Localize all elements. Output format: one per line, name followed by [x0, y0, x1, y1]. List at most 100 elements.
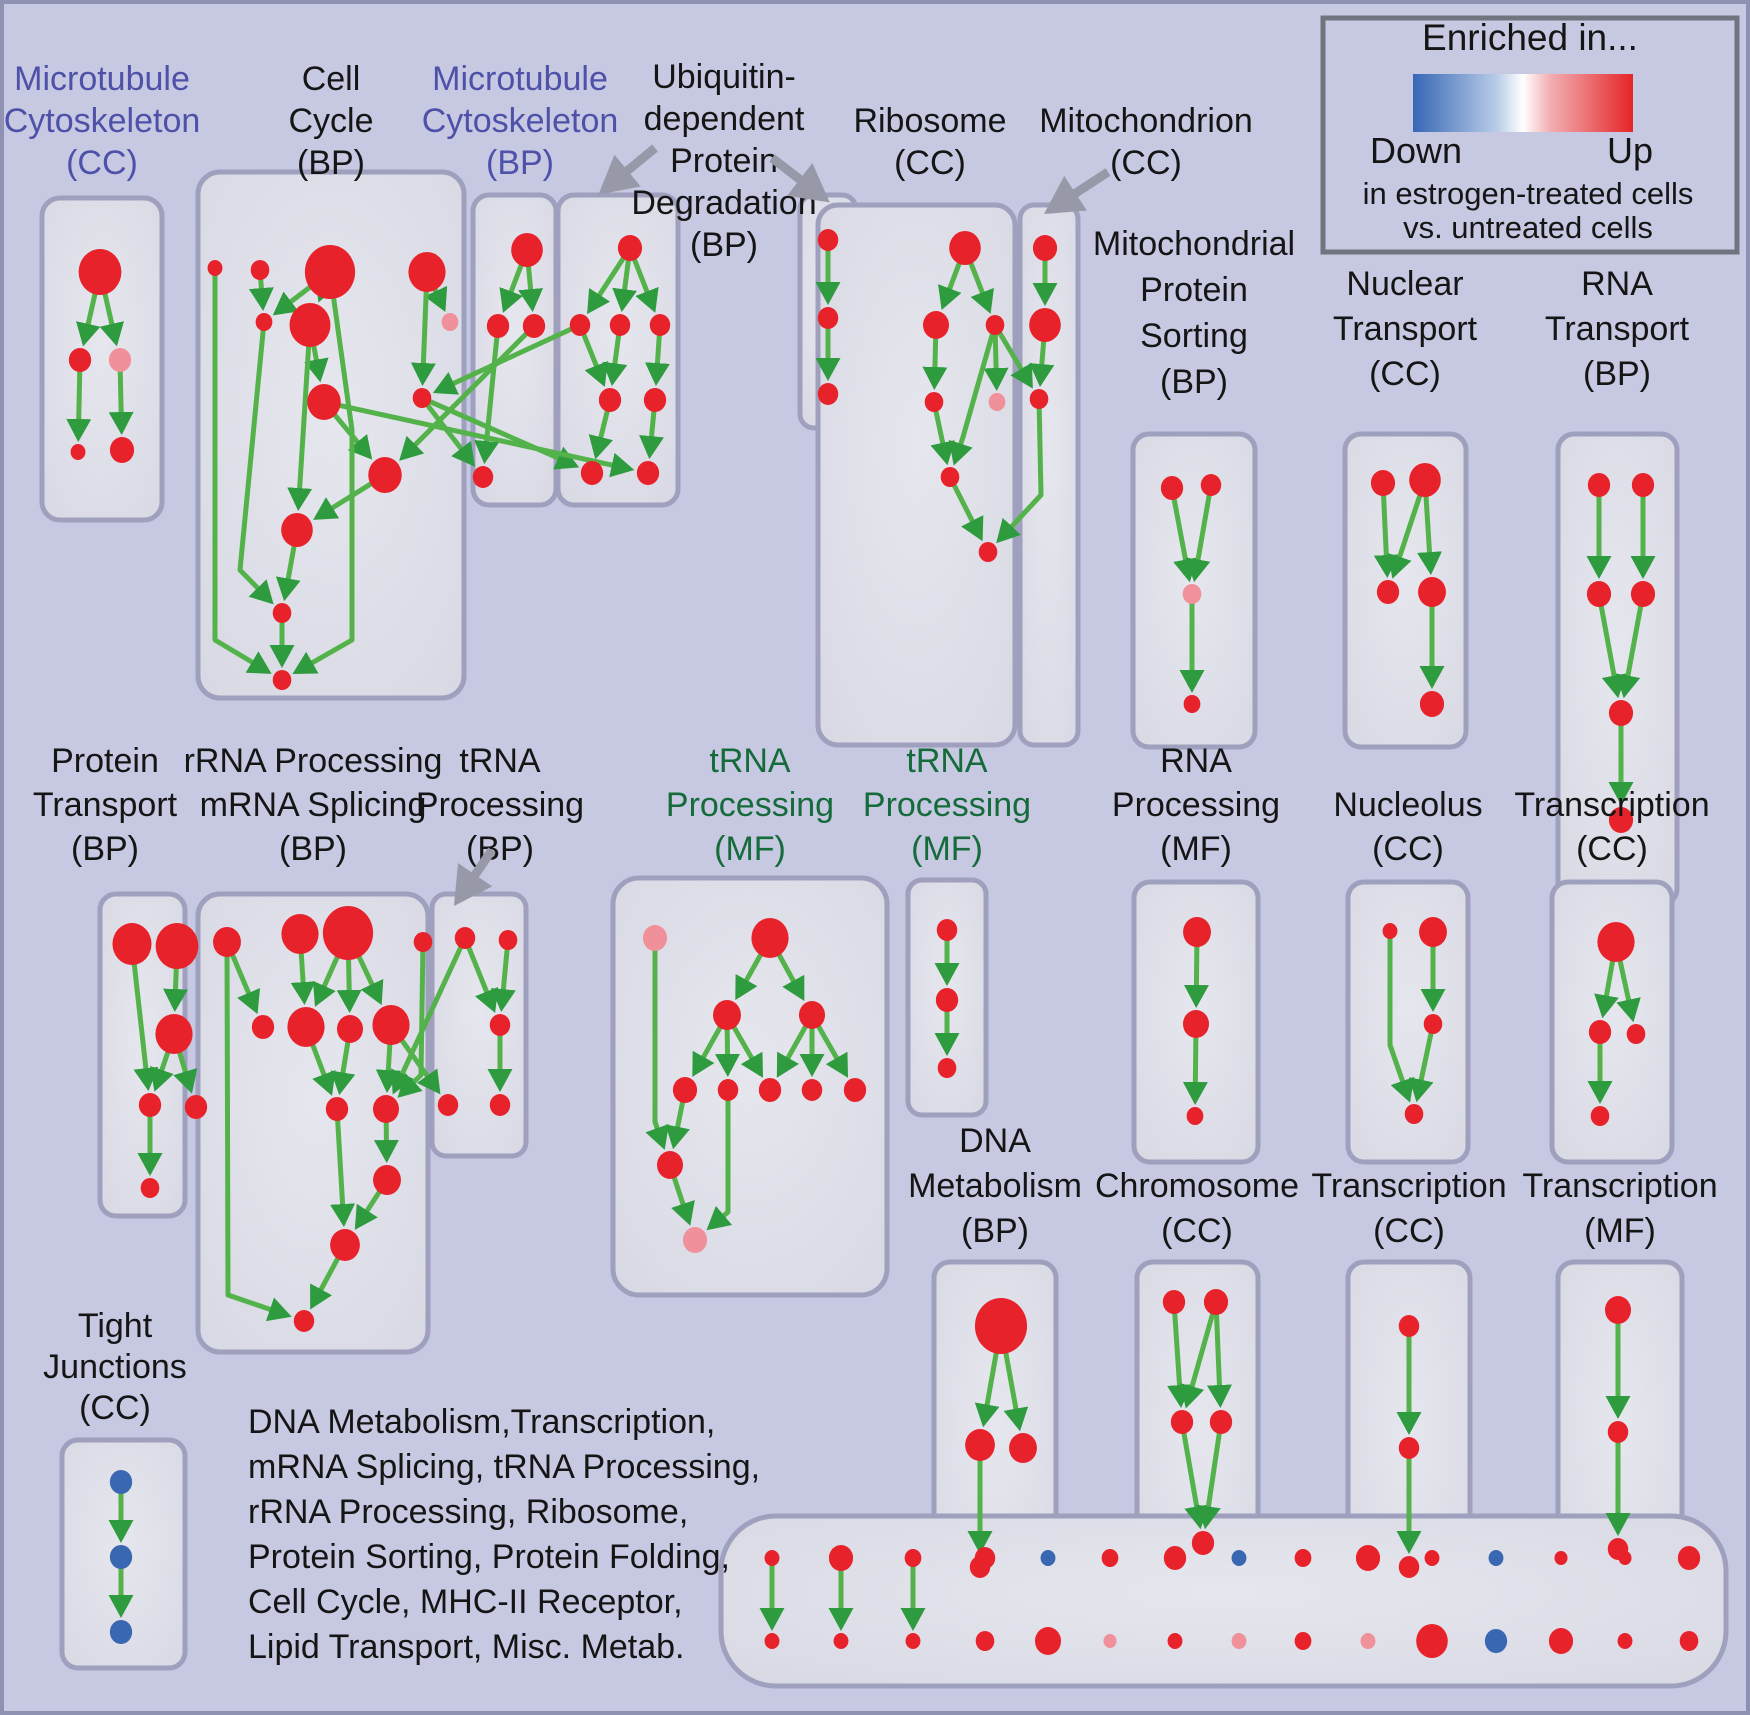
graph-node-n7: [336, 1015, 364, 1043]
graph-node-t1: [454, 927, 476, 949]
graph-edge-cf-ck: [287, 338, 313, 512]
graph-node-g1: [1032, 235, 1058, 261]
graph-node-s3: [1182, 584, 1202, 604]
graph-node-z2: [1588, 1020, 1612, 1044]
panel-label-rna-transport: RNA: [1581, 265, 1653, 303]
graph-node-mm12: [1484, 1629, 1508, 1653]
graph-edge-pt1-pt4: [130, 956, 159, 1092]
graph-edge-q4-q9: [814, 1021, 849, 1078]
graph-edge-ci-mb4: [423, 401, 476, 467]
graph-node-v3: [817, 383, 839, 405]
panel-label-microtubule-cc: Cytoskeleton: [4, 102, 201, 140]
legend-subtitle-1: in estrogen-treated cells: [1363, 176, 1694, 211]
graph-node-cf: [289, 303, 331, 347]
graph-node-t2: [498, 930, 518, 950]
graph-edge-u1-u4: [630, 254, 659, 313]
graph-edge-n6-n9: [307, 1037, 336, 1096]
graph-node-ci: [412, 388, 432, 408]
panel-label-ubiquitin: dependent: [644, 100, 805, 138]
graph-node-ma15: [1677, 1546, 1701, 1570]
panel-label-protein-transport: (BP): [71, 830, 139, 868]
graph-node-t3: [489, 1014, 511, 1036]
panel-label-transcription-cc-3: Transcription: [1311, 1167, 1506, 1205]
graph-node-ma2: [828, 1545, 854, 1571]
graph-node-cl: [272, 603, 292, 623]
panel-box-transcription-cc-2: [1549, 879, 1675, 1165]
graph-node-q8: [801, 1079, 823, 1101]
panel-label-trna-mf-1: (MF): [714, 830, 786, 868]
graph-edge-q3-q6: [715, 1023, 741, 1078]
graph-node-r5: [988, 393, 1006, 411]
graph-node-u8: [636, 461, 660, 485]
graph-node-tj1: [109, 1470, 133, 1494]
graph-node-u1: [617, 235, 643, 261]
panel-label-mito-protein-sorting: (BP): [1160, 363, 1228, 401]
graph-edge-u5-u7: [588, 406, 613, 460]
graph-edge-h1-h3: [1167, 1309, 1193, 1409]
panel-label-mitochondrion-cc: Mitochondrion: [1039, 102, 1253, 140]
panel-label-trna-bp: Processing: [416, 786, 584, 824]
graph-node-g3: [1029, 389, 1049, 409]
graph-node-pt3: [155, 1014, 193, 1054]
graph-node-ma14: [1618, 1551, 1632, 1565]
graph-node-s1: [1160, 476, 1184, 500]
graph-edge-cd-ci: [410, 283, 436, 387]
graph-node-z3: [1626, 1024, 1646, 1044]
graph-node-ma8: [1231, 1550, 1247, 1566]
misc-cluster-caption-line: Lipid Transport, Misc. Metab.: [248, 1628, 685, 1666]
panel-label-cell-cycle: Cell: [302, 60, 361, 98]
graph-edge-mb1-mb3: [518, 259, 544, 313]
graph-edge-mc3-mc5: [108, 367, 134, 436]
panel-label-tight-junctions: (CC): [79, 1389, 151, 1427]
panel-label-cell-cycle: (BP): [297, 144, 365, 182]
graph-edge-nt2-nt3: [1387, 488, 1425, 579]
panel-label-transcription-mf: Transcription: [1522, 1167, 1717, 1205]
graph-node-cm: [272, 670, 292, 690]
panel-box-nucleolus-cc: [1345, 879, 1471, 1165]
panel-label-trna-mf-2: (MF): [911, 830, 983, 868]
graph-node-n3: [322, 906, 374, 960]
misc-text-layer: DNA Metabolism,Transcription, mRNA Splici…: [248, 1403, 760, 1666]
graph-node-cc: [304, 245, 356, 299]
panel-label-ribosome-cc: (CC): [894, 144, 966, 182]
graph-edge-d1-d2: [974, 1342, 1001, 1428]
graph-node-q3: [713, 1000, 741, 1030]
panel-label-microtubule-bp: Cytoskeleton: [422, 102, 619, 140]
graph-node-u7: [580, 461, 604, 485]
graph-edge-r6-r7: [950, 481, 984, 542]
graph-node-q1: [642, 925, 668, 951]
misc-cluster-caption-line: Protein Sorting, Protein Folding,: [248, 1538, 730, 1576]
graph-edge-q4-q7: [776, 1021, 811, 1078]
panel-label-protein-transport: Protein: [51, 742, 159, 780]
graph-node-h4: [1209, 1410, 1233, 1434]
graph-node-r1: [949, 231, 981, 265]
graph-edge-mc1-mc2: [76, 284, 101, 347]
panel-label-ubiquitin: (BP): [690, 226, 758, 264]
graph-edge-mc2-mc4: [66, 367, 92, 443]
graph-node-mm11: [1416, 1624, 1448, 1658]
graph-edge-h2-h3: [1180, 1308, 1217, 1409]
graph-node-s2: [1200, 474, 1222, 496]
panel-label-rna-processing-mf: RNA: [1160, 742, 1232, 780]
graph-edge-x1-x2: [1183, 940, 1209, 1009]
graph-edge-n11-n12: [354, 1186, 385, 1230]
graph-node-n13: [293, 1310, 315, 1332]
graph-node-n12: [330, 1229, 360, 1261]
graph-edge-cc-cm: [292, 287, 355, 675]
graph-node-h3: [1170, 1410, 1194, 1434]
graph-node-cd: [408, 252, 446, 292]
graph-node-r3: [985, 315, 1005, 335]
panel-box-nuclear-transport: [1342, 431, 1469, 750]
graph-node-mm10: [1360, 1633, 1376, 1649]
graph-node-y4: [1404, 1104, 1424, 1124]
graph-node-tj3: [109, 1620, 133, 1644]
graph-node-pt1: [112, 923, 152, 965]
graph-node-rt1: [1587, 473, 1611, 497]
panel-label-ubiquitin: Degradation: [631, 184, 816, 222]
graph-edge-q6-q11: [706, 1096, 733, 1231]
graph-node-mm7: [1167, 1633, 1183, 1649]
graph-node-q10: [656, 1151, 684, 1179]
graph-node-mm2: [833, 1633, 849, 1649]
graph-node-z1: [1597, 922, 1635, 962]
graph-node-z4: [1590, 1106, 1610, 1126]
